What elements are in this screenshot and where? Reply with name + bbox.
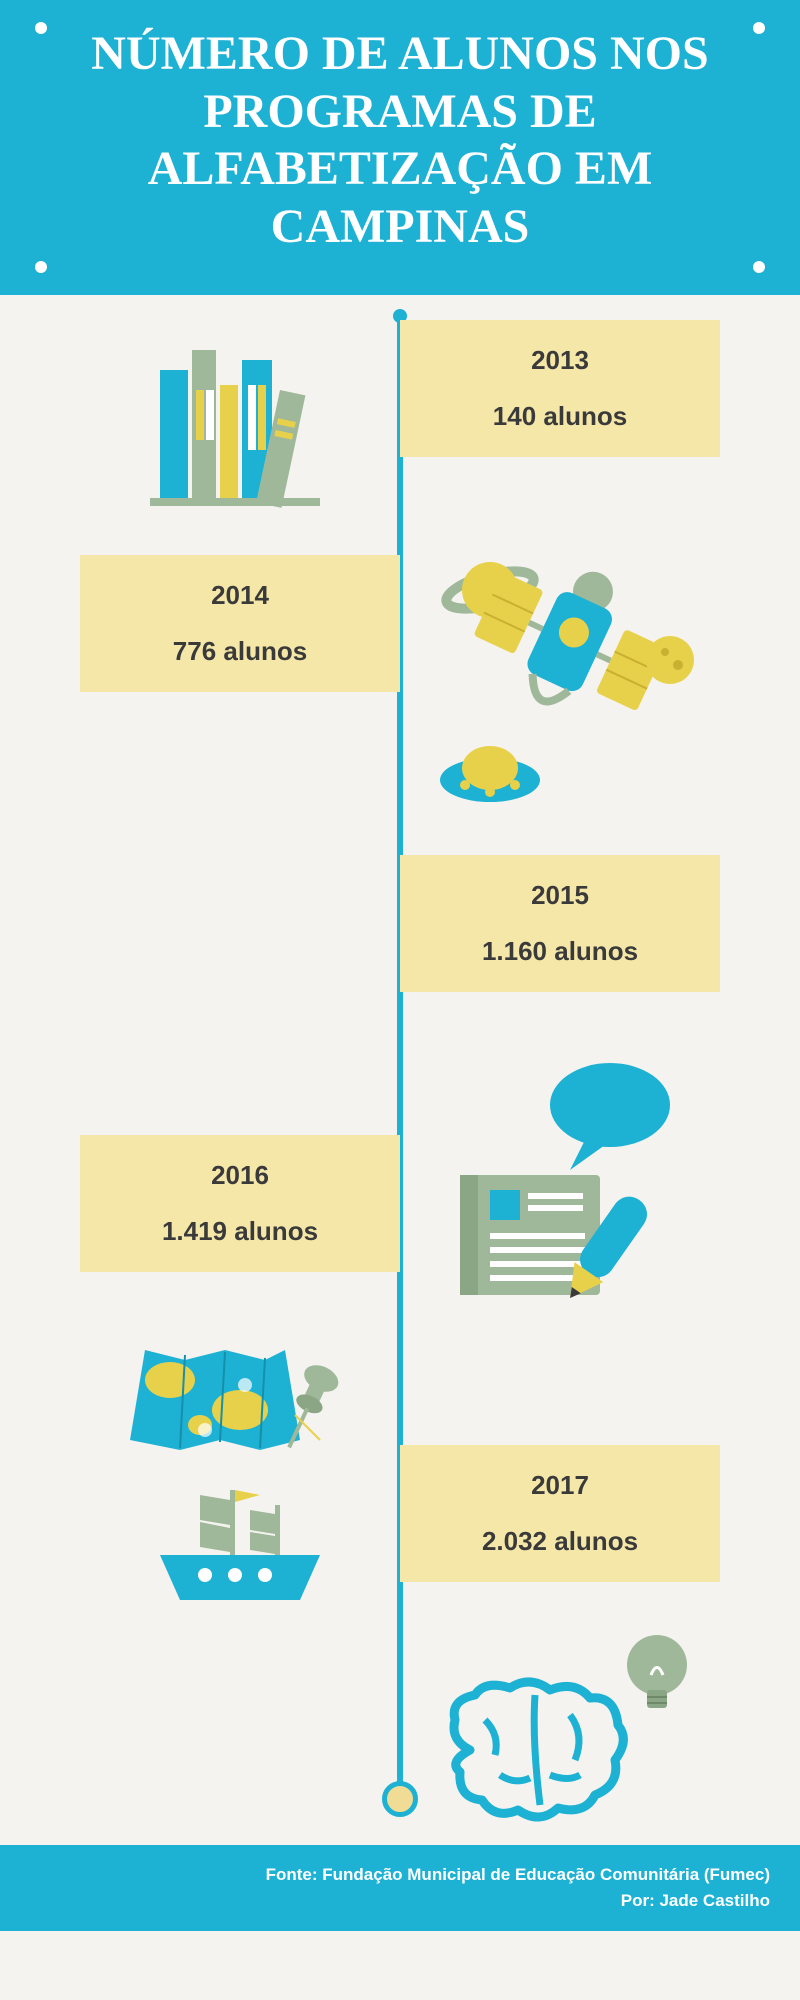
header-banner: NÚMERO DE ALUNOS NOS PROGRAMAS DE ALFABE… <box>0 0 800 295</box>
footer-author: Por: Jade Castilho <box>30 1891 770 1911</box>
timeline-value: 2.032 alunos <box>420 1526 700 1557</box>
decor-dot <box>35 261 47 273</box>
books-icon <box>130 330 350 535</box>
timeline-year: 2014 <box>100 580 380 611</box>
timeline-value: 776 alunos <box>100 636 380 667</box>
timeline-year: 2017 <box>420 1470 700 1501</box>
timeline-card: 2015 1.160 alunos <box>400 855 720 992</box>
footer: Fonte: Fundação Municipal de Educação Co… <box>0 1845 800 1931</box>
timeline-card: 2016 1.419 alunos <box>80 1135 400 1272</box>
timeline: 2013 140 alunos 2014 776 alunos 2015 1.1… <box>0 295 800 1845</box>
news-icon <box>440 1055 740 1310</box>
timeline-value: 140 alunos <box>420 401 700 432</box>
timeline-card: 2017 2.032 alunos <box>400 1445 720 1582</box>
timeline-value: 1.160 alunos <box>420 936 700 967</box>
timeline-year: 2015 <box>420 880 700 911</box>
decor-dot <box>753 261 765 273</box>
timeline-card: 2014 776 alunos <box>80 555 400 692</box>
timeline-year: 2013 <box>420 345 700 376</box>
map-ship-icon <box>110 1330 400 1615</box>
page-title: NÚMERO DE ALUNOS NOS PROGRAMAS DE ALFABE… <box>30 25 770 255</box>
space-icon <box>420 530 730 835</box>
timeline-year: 2016 <box>100 1160 380 1191</box>
timeline-value: 1.419 alunos <box>100 1216 380 1247</box>
decor-dot <box>35 22 47 34</box>
infographic-container: NÚMERO DE ALUNOS NOS PROGRAMAS DE ALFABE… <box>0 0 800 1931</box>
brain-bulb-icon <box>440 1625 720 1840</box>
footer-source: Fonte: Fundação Municipal de Educação Co… <box>30 1865 770 1885</box>
decor-dot <box>753 22 765 34</box>
timeline-card: 2013 140 alunos <box>400 320 720 457</box>
